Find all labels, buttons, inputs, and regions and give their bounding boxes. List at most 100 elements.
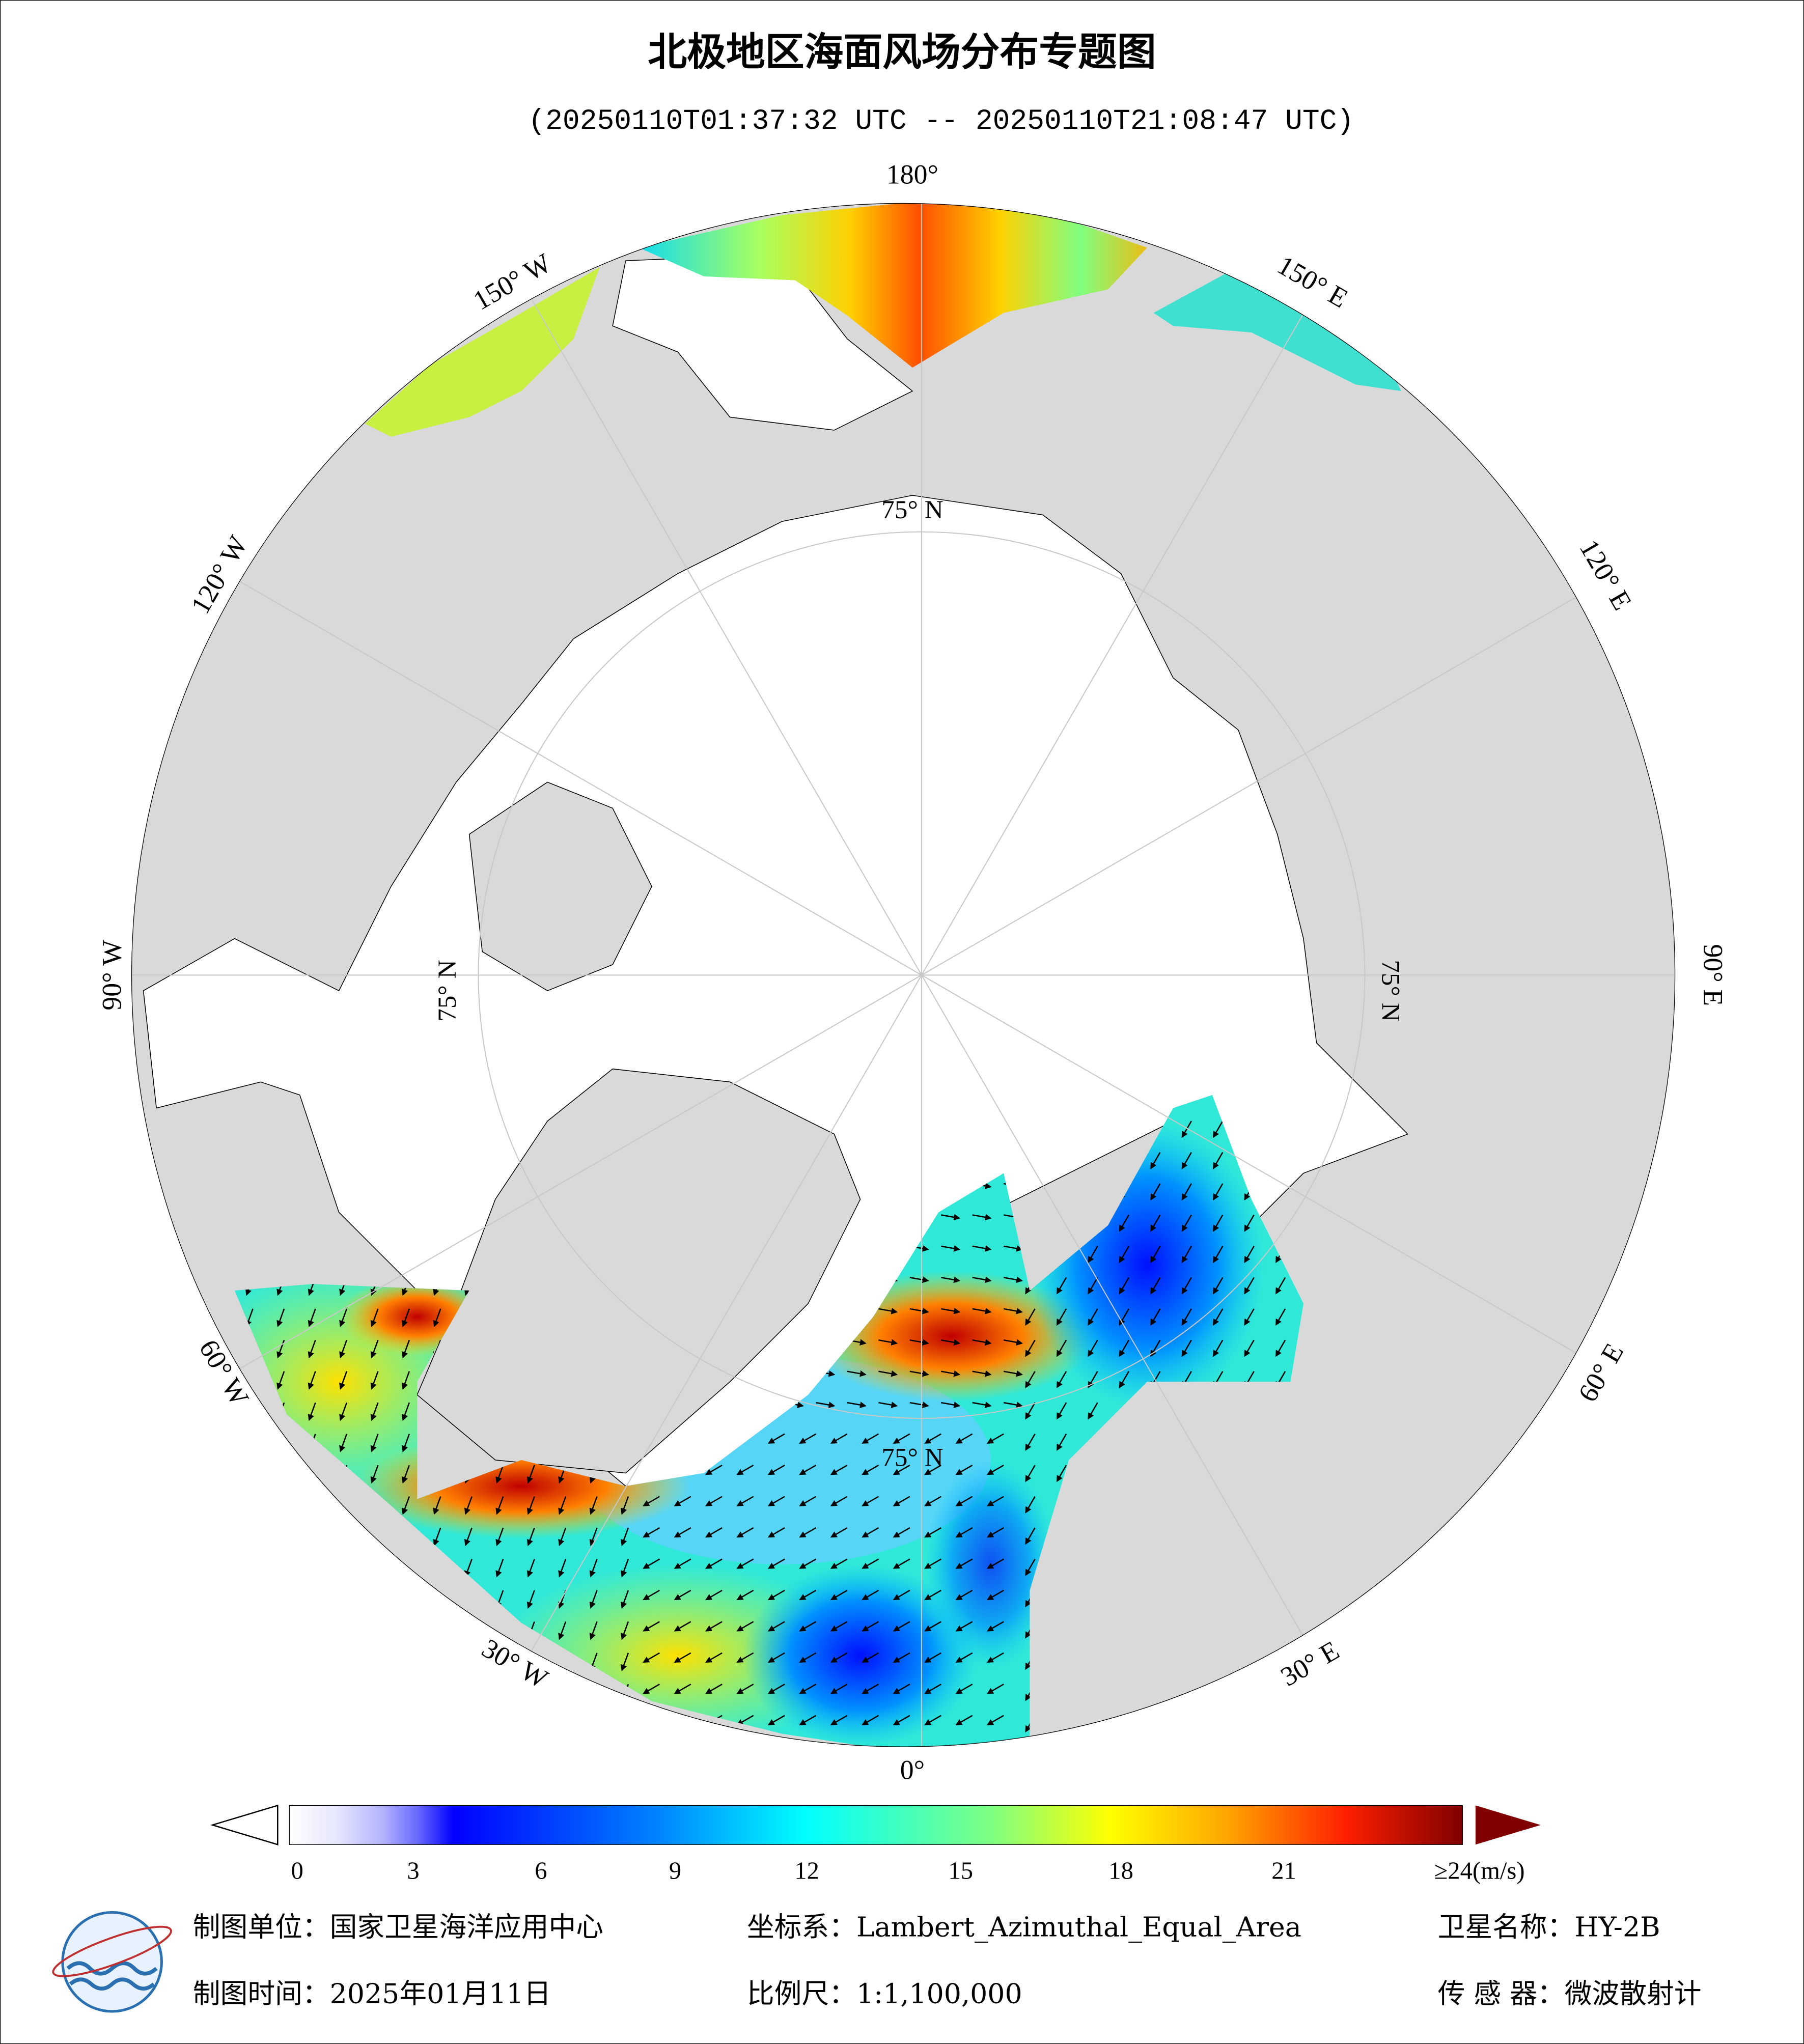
wind-arrow [986, 1621, 1004, 1632]
colorbar-label: ≥24(m/s) [1434, 1857, 1525, 1885]
wind-arrow [526, 1465, 535, 1484]
wind-arrow [643, 1496, 660, 1506]
wind-arrow [1119, 1371, 1130, 1389]
footer-unit: 制图单位：国家卫星海洋应用中心 [193, 1911, 603, 1943]
wind-arrow [308, 1371, 316, 1390]
wind-arrow [924, 1496, 941, 1506]
wind-arrow [909, 1276, 929, 1283]
wind-arrow [674, 1496, 691, 1506]
wind-bering [365, 267, 600, 437]
wind-arrow [402, 1308, 410, 1327]
wind-arrow [878, 1339, 898, 1346]
wind-arrow [1088, 1277, 1098, 1295]
wind-arrow [495, 1496, 504, 1515]
meridian [921, 570, 1622, 976]
wind-arrow [1003, 1307, 1023, 1314]
wind-arrow [1088, 1308, 1098, 1326]
wind-arrow [986, 1464, 1004, 1475]
wind-arrow [1003, 1402, 1023, 1408]
meridian [921, 974, 1622, 1380]
wind-arrow [816, 1402, 836, 1408]
wind-arrow [941, 1370, 961, 1377]
wind-arrow [1275, 1339, 1286, 1357]
wind-arrow [955, 1715, 973, 1725]
wind-arrow [705, 1527, 723, 1538]
wind-okhotsk [1153, 273, 1401, 391]
wind-arrow [495, 1559, 504, 1578]
wind-arrow [986, 1558, 1004, 1569]
wind-arrow [1025, 1465, 1036, 1482]
wind-arrow [308, 1308, 316, 1327]
wind-arrow [674, 1652, 691, 1663]
wind-arrow [643, 1558, 660, 1569]
wind-arrow [433, 1308, 441, 1327]
wind-arrow [799, 1558, 817, 1569]
wind-arrow [955, 1589, 973, 1601]
wind-arrow [955, 1527, 973, 1538]
colorbar [289, 1805, 1463, 1845]
wind-arrow [370, 1465, 379, 1484]
wind-arrow [1088, 1339, 1098, 1357]
footer-coordinate: 坐标系：Lambert_Azimuthal_Equal_Area [747, 1911, 1301, 1943]
wind-arrow [972, 1245, 992, 1252]
wind-arrow [1244, 1339, 1255, 1357]
wind-arrow [589, 1527, 598, 1547]
wind-arrow [495, 1527, 504, 1547]
title: 北极地区海面风场分布专题图 [648, 30, 1156, 75]
colorbar-label: 9 [669, 1857, 681, 1885]
wind-arrow [1244, 1308, 1255, 1326]
wind-arrow [1275, 1277, 1286, 1295]
wind-arrow [862, 1433, 879, 1444]
wind-arrow [1181, 1214, 1192, 1232]
wind-arrow [1181, 1277, 1192, 1295]
wind-arrow [955, 1621, 973, 1632]
wind-arrow [339, 1308, 348, 1327]
wind-arrow [1119, 1214, 1130, 1232]
meridian [517, 274, 922, 975]
wind-arrow [621, 1496, 629, 1515]
wind-arrow [878, 1370, 898, 1377]
wind-arrow [862, 1621, 879, 1632]
wind-arrow [862, 1527, 879, 1538]
wind-arrow [674, 1527, 691, 1538]
wind-arrow [893, 1621, 910, 1632]
wind-arrow [986, 1684, 1004, 1694]
wind-arrow [339, 1339, 348, 1359]
wind-arrow [276, 1371, 285, 1390]
wind-arrow [955, 1496, 973, 1506]
wind-arrow [830, 1496, 848, 1506]
wind-arrow [799, 1715, 817, 1725]
wind-arrow [370, 1308, 379, 1327]
wind-arrow [339, 1402, 348, 1421]
wind-arrow [705, 1684, 723, 1694]
wind-arrow [1213, 1277, 1224, 1295]
wind-arrow [736, 1652, 754, 1663]
wind-arrow [370, 1371, 379, 1390]
wind-arrow [402, 1371, 410, 1390]
wind-arrow [1119, 1308, 1130, 1326]
wind-arrow [1003, 1339, 1023, 1346]
wind-arrow [878, 1402, 898, 1408]
meridian [517, 974, 922, 1675]
wind-arrow [705, 1558, 723, 1569]
wind-arrow [767, 1589, 785, 1601]
wind-arrow [799, 1684, 817, 1694]
wind-arrow [1181, 1308, 1192, 1326]
colorbar-label: 12 [794, 1857, 819, 1885]
wind-arrow [339, 1371, 348, 1390]
wind-arrow [830, 1621, 848, 1632]
wind-arrow [433, 1496, 441, 1515]
wind-arrow [767, 1715, 785, 1725]
wind-arrow [909, 1402, 929, 1408]
wind-arrow [924, 1715, 941, 1725]
wind-arrow [924, 1652, 941, 1663]
wind-arrow [799, 1496, 817, 1506]
wind-arrow [526, 1559, 535, 1578]
wind-arrow [1275, 1308, 1286, 1326]
wind-arrow [941, 1402, 961, 1408]
wind-arrow [526, 1527, 535, 1547]
wind-arrow [924, 1527, 941, 1538]
wind-arrow [1213, 1183, 1224, 1201]
wind-arrow [276, 1308, 285, 1327]
wind-arrow [1213, 1214, 1224, 1232]
